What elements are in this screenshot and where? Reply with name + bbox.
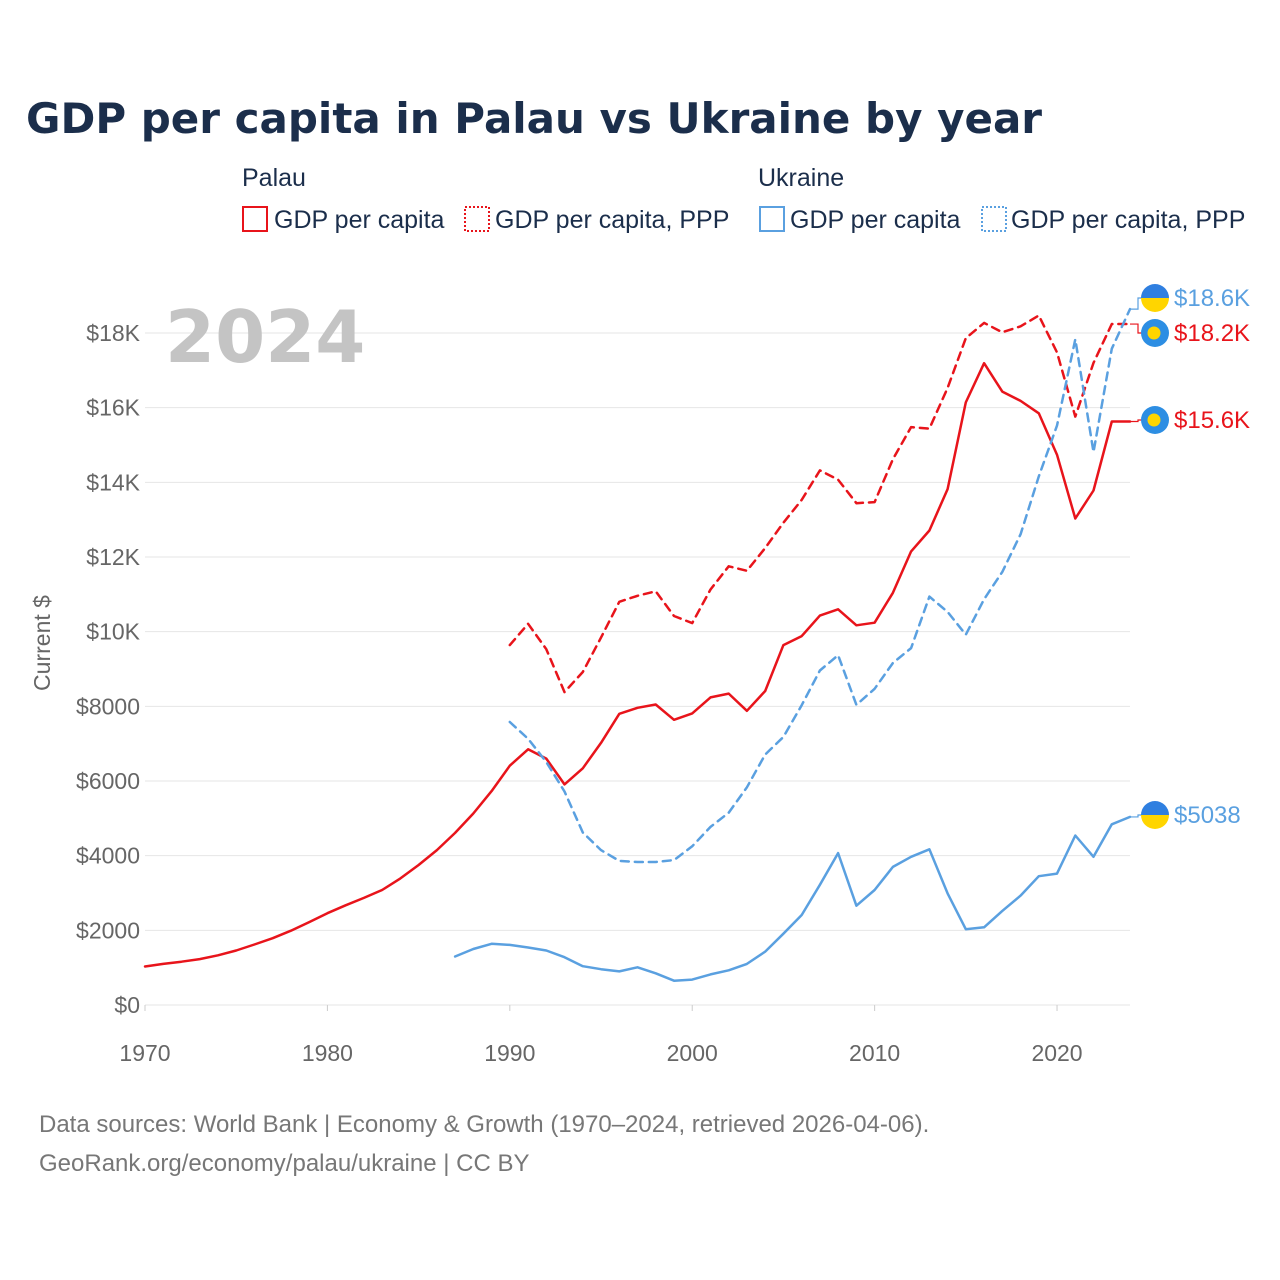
legend-swatch-ukraine-ppp [981, 206, 1007, 232]
legend-swatch-palau-ppp [464, 206, 490, 232]
series-line-0 [143, 361, 1132, 968]
flag-top-half [1141, 284, 1169, 298]
grid-layer [145, 332, 1130, 1006]
legend-label-palau-ppp[interactable]: GDP per capita, PPP [495, 206, 729, 234]
series-line-3 [508, 307, 1132, 864]
y-tick-label: $6000 [76, 768, 140, 794]
legend-swatch-palau-gdp [242, 206, 268, 232]
legend-label-ukraine-ppp[interactable]: GDP per capita, PPP [1011, 206, 1245, 234]
end-value-label: $15.6K [1174, 407, 1250, 434]
y-tick-label: $18K [86, 320, 140, 346]
flag-top-half [1141, 801, 1169, 815]
end-value-label: $18.2K [1174, 320, 1250, 347]
ukraine-flag-icon [1141, 801, 1169, 829]
y-tick-label: $10K [86, 619, 140, 645]
y-tick-label: $14K [86, 469, 140, 495]
y-tick-label: $8000 [76, 693, 140, 719]
legend-group-palau: Palau [242, 164, 306, 192]
y-tick-label: $12K [86, 544, 140, 570]
footer-credit[interactable]: GeoRank.org/economy/palau/ukraine | CC B… [39, 1150, 530, 1177]
x-tick-label: 1980 [302, 1040, 353, 1066]
palau-flag-icon [1141, 406, 1169, 434]
legend-label-palau-gdp[interactable]: GDP per capita [274, 206, 445, 234]
year-watermark: 2024 [165, 295, 365, 379]
end-value-label: $18.6K [1174, 285, 1250, 312]
y-axis-label: Current $ [29, 595, 55, 691]
ukraine-flag-icon [1141, 284, 1169, 312]
legend-swatch-ukraine-gdp [759, 206, 785, 232]
x-tick-label: 2020 [1031, 1040, 1082, 1066]
y-tick-label: $16K [86, 395, 140, 421]
y-tick-label: $0 [114, 992, 140, 1018]
flag-bottom-half [1141, 298, 1169, 312]
footer-sources: Data sources: World Bank | Economy & Gro… [39, 1111, 929, 1138]
x-tick-label: 1990 [484, 1040, 535, 1066]
x-tick-label: 2000 [667, 1040, 718, 1066]
flag-moon [1147, 413, 1161, 427]
axis-layer: $0 $2000 $4000 $6000 $8000 $10K $12K $14K $16K $1… [76, 320, 1083, 1066]
flag-moon [1147, 326, 1161, 340]
series-line-2 [453, 815, 1132, 982]
legend-group-ukraine: Ukraine [758, 164, 844, 192]
palau-flag-icon [1141, 319, 1169, 347]
x-tick-label: 2010 [849, 1040, 900, 1066]
series-layer [143, 307, 1132, 982]
flag-bottom-half [1141, 815, 1169, 829]
series-line-1 [508, 314, 1132, 694]
chart-title: GDP per capita in Palau vs Ukraine by ye… [26, 94, 1042, 143]
marker-layer: $15.6K $18.2K $5038 $18.6K [1130, 284, 1250, 829]
x-tick-label: 1970 [119, 1040, 170, 1066]
y-tick-label: $2000 [76, 917, 140, 943]
legend: Palau GDP per capita GDP per capita, PPP… [242, 164, 1245, 234]
y-tick-label: $4000 [76, 843, 140, 869]
end-value-label: $5038 [1174, 802, 1241, 829]
legend-label-ukraine-gdp[interactable]: GDP per capita [790, 206, 961, 234]
